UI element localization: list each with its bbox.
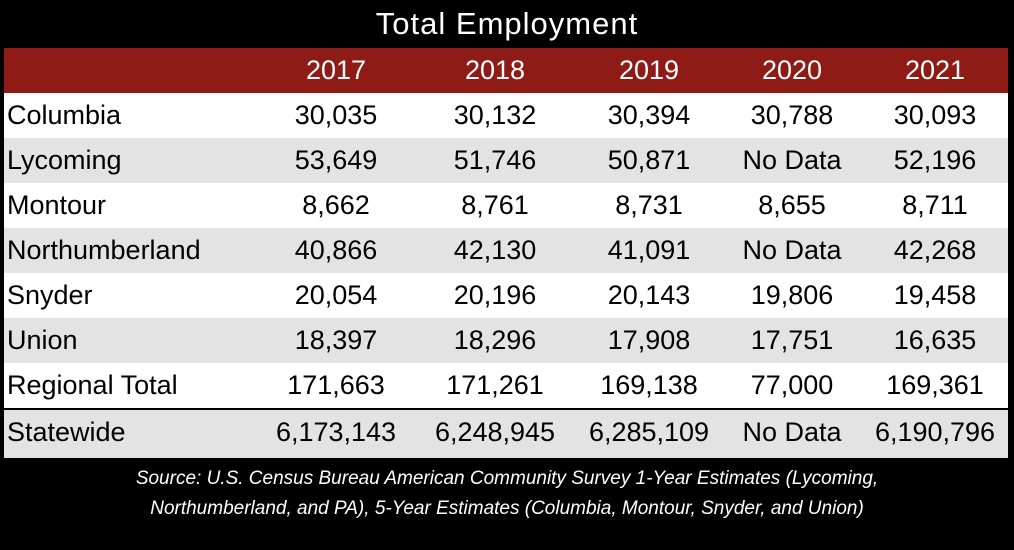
table-cell: 6,190,796: [874, 417, 996, 447]
table-cell: 18,296: [453, 325, 537, 355]
table-cell: 8,662: [302, 190, 370, 220]
row-label: Northumberland: [7, 235, 201, 265]
row-label: Lycoming: [7, 145, 122, 175]
table-cell: 6,173,143: [275, 417, 397, 447]
table-row: Snyder 20,054 20,196 20,143 19,806 19,45…: [4, 273, 1008, 318]
row-label: Union: [7, 325, 78, 355]
table-cell: 30,035: [294, 100, 378, 130]
table-cell: 19,806: [750, 280, 834, 310]
table-cell: 6,248,945: [434, 417, 556, 447]
table-cell: 30,093: [893, 100, 977, 130]
table-cell: 50,871: [607, 145, 691, 175]
row-label: Regional Total: [7, 370, 178, 400]
table-cell: 8,761: [461, 190, 529, 220]
employment-table: 2017 2018 2019 2020 2021 Columbia 30,035…: [4, 48, 1008, 458]
table-cell: 42,130: [453, 235, 537, 265]
table-cell: 77,000: [750, 370, 834, 400]
table-title: Total Employment: [375, 6, 639, 41]
table-cell: 6,285,109: [588, 417, 710, 447]
table-cell: 19,458: [893, 280, 977, 310]
column-header-2017: 2017: [305, 55, 367, 85]
table-cell: 171,261: [446, 370, 544, 400]
table-cell: 30,788: [750, 100, 834, 130]
table-cell: 17,908: [607, 325, 691, 355]
source-note: Source: U.S. Census Bureau American Comm…: [0, 464, 1014, 544]
column-header-2021: 2021: [904, 55, 966, 85]
table-cell: 20,143: [607, 280, 691, 310]
table-cell: 171,663: [287, 370, 385, 400]
column-header-2018: 2018: [464, 55, 526, 85]
table-row: Regional Total 171,663 171,261 169,138 7…: [4, 363, 1008, 408]
table-cell: 169,361: [886, 370, 984, 400]
source-line: Northumberland, and PA), 5-Year Estimate…: [150, 498, 864, 519]
row-label: Statewide: [7, 417, 126, 447]
column-header-2019: 2019: [618, 55, 680, 85]
table-row: Montour 8,662 8,761 8,731 8,655 8,711: [4, 183, 1008, 228]
column-header-2020: 2020: [761, 55, 823, 85]
table-cell: 8,711: [902, 190, 968, 220]
header-row: 2017 2018 2019 2020 2021: [4, 48, 1008, 93]
source-line: Source: U.S. Census Bureau American Comm…: [135, 468, 879, 489]
table-cell: 16,635: [893, 325, 977, 355]
table-row: Northumberland 40,866 42,130 41,091 No D…: [4, 228, 1008, 273]
table-cell: 20,054: [294, 280, 378, 310]
row-label: Snyder: [7, 280, 93, 310]
table-cell: 169,138: [600, 370, 698, 400]
table-cell: No Data: [742, 145, 842, 175]
table-cell: 20,196: [453, 280, 537, 310]
table-cell: 17,751: [750, 325, 834, 355]
table-row: Statewide 6,173,143 6,248,945 6,285,109 …: [4, 408, 1008, 458]
table-cell: 18,397: [294, 325, 378, 355]
table-cell: 51,746: [453, 145, 537, 175]
row-label: Columbia: [7, 100, 122, 130]
table-cell: 42,268: [893, 235, 977, 265]
table-row: Union 18,397 18,296 17,908 17,751 16,635: [4, 318, 1008, 363]
table-cell: 52,196: [893, 145, 977, 175]
table-row: Columbia 30,035 30,132 30,394 30,788 30,…: [4, 93, 1008, 138]
table-row: Lycoming 53,649 51,746 50,871 No Data 52…: [4, 138, 1008, 183]
table-cell: No Data: [742, 417, 842, 447]
table-cell: 30,132: [453, 100, 537, 130]
table-cell: No Data: [742, 235, 842, 265]
table-cell: 8,731: [615, 190, 683, 220]
table-cell: 8,655: [758, 190, 826, 220]
table-cell: 53,649: [294, 145, 378, 175]
table-cell: 40,866: [294, 235, 378, 265]
table-cell: 41,091: [607, 235, 691, 265]
row-label: Montour: [7, 190, 107, 220]
table-cell: 30,394: [607, 100, 691, 130]
